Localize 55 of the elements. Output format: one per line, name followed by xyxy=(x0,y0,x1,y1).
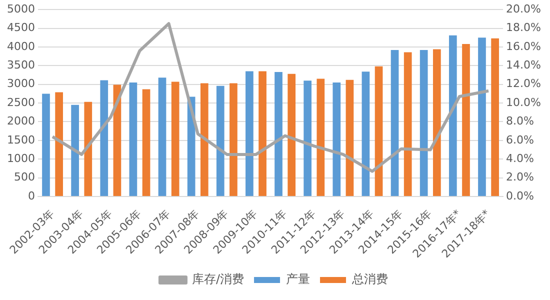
y2-tick-label: 2.0% xyxy=(506,170,534,184)
y2-tick-label: 18.0% xyxy=(506,21,542,34)
bar xyxy=(274,72,282,196)
bar xyxy=(346,80,354,196)
y2-tick-label: 16.0% xyxy=(506,40,542,53)
bar xyxy=(100,80,108,196)
bar xyxy=(142,89,150,196)
bar xyxy=(404,52,412,196)
y-tick-label: 1500 xyxy=(6,133,35,146)
bar xyxy=(374,66,383,196)
bar xyxy=(84,102,92,196)
y-tick-label: 4000 xyxy=(6,40,35,53)
bar xyxy=(433,49,441,196)
bar xyxy=(129,82,138,196)
y2-tick-label: 4.0% xyxy=(506,152,534,165)
legend-label: 产量 xyxy=(286,272,310,286)
legend-label: 总消费 xyxy=(351,272,388,286)
y-tick-label: 1000 xyxy=(6,152,35,165)
y-tick-label: 2000 xyxy=(6,114,35,128)
y2-tick-label: 8.0% xyxy=(506,114,534,128)
bar xyxy=(158,78,166,196)
y2-tick-label: 20.0% xyxy=(506,2,542,16)
bar xyxy=(230,83,238,196)
bar xyxy=(462,44,470,196)
y-tick-label: 2500 xyxy=(6,96,35,109)
bar xyxy=(171,82,180,196)
y-tick-label: 4500 xyxy=(6,21,35,34)
y2-tick-label: 12.0% xyxy=(506,77,542,90)
bar xyxy=(42,94,50,196)
y-tick-label: 500 xyxy=(14,170,35,184)
bar xyxy=(478,38,486,196)
bar xyxy=(200,83,208,196)
y-tick-label: 0 xyxy=(28,189,35,202)
legend-label: 库存/消费 xyxy=(192,272,244,286)
y2-tick-label: 10.0% xyxy=(506,96,542,109)
bar xyxy=(71,104,79,196)
bar xyxy=(362,72,370,196)
bar xyxy=(390,50,399,196)
bar xyxy=(448,35,457,196)
y2-tick-label: 14.0% xyxy=(506,58,542,72)
bar xyxy=(246,71,254,196)
bar xyxy=(288,74,296,196)
bar xyxy=(55,92,63,196)
bar xyxy=(420,50,428,196)
bar xyxy=(332,82,341,196)
bar xyxy=(491,38,499,196)
bar xyxy=(258,71,266,196)
y2-tick-label: 6.0% xyxy=(506,133,534,146)
y-tick-label: 5000 xyxy=(6,2,35,16)
bar xyxy=(216,86,224,196)
y-tick-label: 3000 xyxy=(6,77,35,90)
bar xyxy=(316,78,325,196)
bar xyxy=(304,80,312,196)
y2-tick-label: 0.0% xyxy=(506,189,534,202)
y-tick-label: 3500 xyxy=(6,58,35,72)
